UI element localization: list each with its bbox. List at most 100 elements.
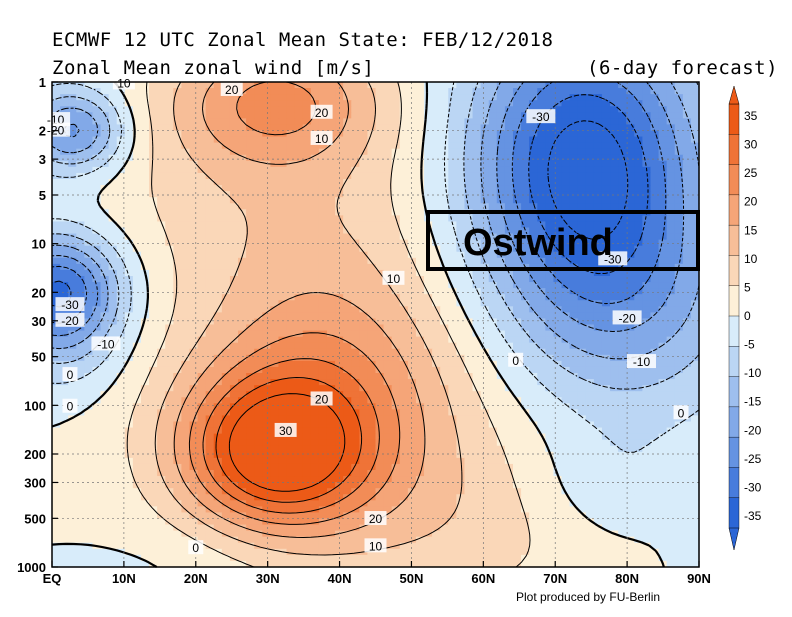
field-cell xyxy=(302,106,312,113)
field-cell xyxy=(52,221,61,229)
field-cell xyxy=(496,221,506,229)
field-cell xyxy=(504,130,514,138)
field-cell xyxy=(577,306,587,313)
field-cell xyxy=(682,130,692,138)
field-cell xyxy=(529,100,538,107)
field-cell xyxy=(399,306,409,313)
field-cell xyxy=(351,360,360,368)
field-cell xyxy=(60,106,69,113)
field-cell xyxy=(521,245,530,253)
field-cell xyxy=(205,330,215,338)
field-cell xyxy=(197,239,207,247)
field-cell xyxy=(116,172,126,180)
field-cell xyxy=(181,148,191,156)
field-cell xyxy=(359,221,369,229)
field-cell xyxy=(391,318,401,326)
field-cell xyxy=(674,100,684,107)
field-cell xyxy=(634,342,643,350)
field-cell xyxy=(642,391,652,398)
field-cell xyxy=(601,239,611,247)
field-cell xyxy=(359,239,369,247)
field-cell xyxy=(585,288,595,295)
field-cell xyxy=(124,318,134,326)
field-cell xyxy=(238,197,247,204)
field-cell xyxy=(359,421,369,429)
field-cell xyxy=(553,221,563,229)
field-cell xyxy=(375,421,385,429)
field-cell xyxy=(238,403,247,410)
field-cell xyxy=(569,294,579,301)
field-cell xyxy=(326,269,336,277)
field-cell xyxy=(173,397,182,404)
field-cell xyxy=(561,391,571,398)
field-cell xyxy=(545,391,555,398)
field-cell xyxy=(197,106,207,113)
field-cell xyxy=(424,366,433,374)
field-cell xyxy=(537,82,546,89)
field-cell xyxy=(504,227,514,235)
field-cell xyxy=(84,391,94,398)
field-cell xyxy=(173,421,182,429)
field-cell xyxy=(537,451,546,459)
field-cell xyxy=(504,379,514,386)
field-cell xyxy=(496,148,506,156)
field-cell xyxy=(432,276,441,283)
field-cell xyxy=(270,300,280,307)
field-cell xyxy=(68,348,77,356)
field-cell xyxy=(124,221,134,229)
field-cell xyxy=(76,251,85,259)
field-cell xyxy=(254,130,263,138)
field-cell xyxy=(318,312,328,320)
field-cell xyxy=(286,106,296,113)
field-cell xyxy=(690,100,700,107)
field-cell xyxy=(399,251,409,259)
field-cell xyxy=(650,100,660,107)
field-cell xyxy=(399,191,409,198)
field-cell xyxy=(229,221,239,229)
field-cell xyxy=(286,100,296,107)
field-cell xyxy=(569,318,579,326)
field-cell xyxy=(642,373,652,380)
field-cell xyxy=(68,136,77,144)
field-cell xyxy=(278,330,288,338)
field-cell xyxy=(205,148,215,156)
field-cell xyxy=(399,439,409,447)
field-cell xyxy=(545,294,555,301)
field-cell xyxy=(351,324,360,332)
field-cell xyxy=(375,379,385,386)
field-cell xyxy=(618,282,627,289)
field-cell xyxy=(92,318,102,326)
field-cell xyxy=(205,239,215,247)
field-cell xyxy=(391,282,401,289)
field-cell xyxy=(626,403,635,410)
field-cell xyxy=(504,118,514,126)
field-cell xyxy=(213,100,223,107)
field-cell xyxy=(626,300,635,307)
field-cell xyxy=(189,227,199,235)
field-cell xyxy=(618,154,627,162)
field-cell xyxy=(391,312,401,320)
field-cell xyxy=(448,276,457,283)
field-cell xyxy=(68,154,77,162)
field-cell xyxy=(149,294,158,301)
field-cell xyxy=(157,300,166,307)
field-cell xyxy=(343,94,352,101)
field-cell xyxy=(642,239,652,247)
field-cell xyxy=(367,409,377,417)
field-cell xyxy=(246,197,255,204)
field-cell xyxy=(472,445,482,453)
field-cell xyxy=(132,330,142,338)
field-cell xyxy=(626,366,635,374)
field-cell xyxy=(488,439,498,447)
field-cell xyxy=(383,136,393,144)
field-cell xyxy=(221,160,231,168)
field-cell xyxy=(456,336,466,344)
field-cell xyxy=(100,445,110,453)
field-cell xyxy=(294,88,304,95)
field-cell xyxy=(318,118,328,126)
field-cell xyxy=(480,409,490,417)
field-cell xyxy=(593,330,603,338)
field-cell xyxy=(472,269,482,277)
field-cell xyxy=(238,451,247,459)
field-cell xyxy=(318,421,328,429)
